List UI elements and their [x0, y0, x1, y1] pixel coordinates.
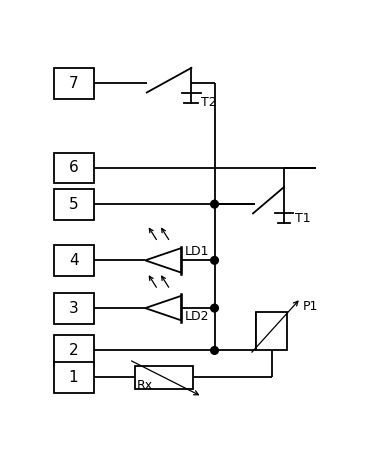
Bar: [53, 362, 94, 393]
Circle shape: [211, 200, 219, 208]
Text: 7: 7: [69, 76, 78, 91]
Text: 2: 2: [69, 343, 78, 358]
Bar: [53, 153, 94, 183]
Bar: [53, 292, 94, 324]
Text: LD2: LD2: [184, 310, 209, 323]
Text: T1: T1: [295, 212, 310, 225]
Bar: [53, 245, 94, 276]
Text: 6: 6: [69, 161, 78, 176]
Text: 4: 4: [69, 253, 78, 268]
Circle shape: [211, 346, 219, 354]
Circle shape: [211, 304, 219, 312]
Text: P1: P1: [302, 300, 318, 313]
Text: LD1: LD1: [184, 245, 209, 258]
Bar: [53, 335, 94, 366]
Bar: [135, 366, 193, 389]
Circle shape: [211, 256, 219, 264]
Text: Rx: Rx: [137, 379, 153, 392]
Bar: [53, 68, 94, 99]
Bar: [256, 312, 287, 351]
Text: 3: 3: [69, 301, 78, 315]
Bar: [53, 189, 94, 220]
Text: T2: T2: [201, 96, 216, 109]
Text: 1: 1: [69, 370, 78, 385]
Text: 5: 5: [69, 197, 78, 212]
